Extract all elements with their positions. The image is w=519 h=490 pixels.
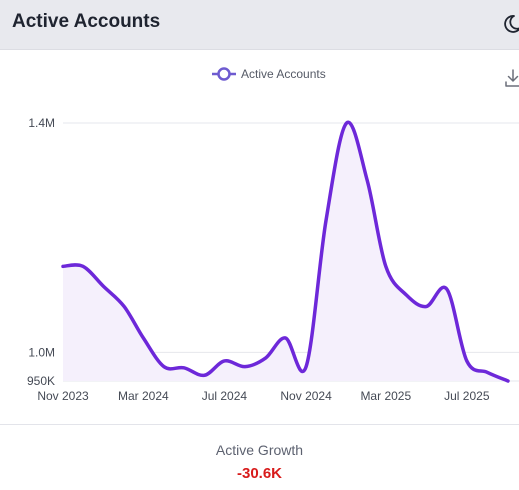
active-growth-value: -30.6K [236,465,283,482]
x-tick-label: Mar 2025 [360,389,411,403]
series-line [61,120,510,383]
x-tick-label: Mar 2024 [118,389,169,403]
page-header: Active Accounts [0,0,519,50]
x-tick-label: Jul 2024 [202,389,248,403]
moon-icon[interactable] [500,13,519,35]
y-tick-label: 1.0M [28,345,55,359]
active-growth-label: Active Growth [215,442,304,458]
line-chart: 950K 1.0M 1.4M Nov 2023 Mar 2024 Jul 2024 Nov … [27,116,519,403]
x-tick-label: Jul 2025 [444,389,490,403]
page-title: Active Accounts [12,11,161,32]
download-icon[interactable] [505,68,519,88]
series-area [63,122,508,381]
legend-marker-icon [212,67,236,81]
chart-legend[interactable]: Active Accounts [211,64,326,84]
x-tick-label: Nov 2024 [280,389,332,403]
legend-label: Active Accounts [241,67,326,81]
x-tick-label: Nov 2023 [37,389,89,403]
y-tick-label: 950K [27,374,55,388]
y-tick-label: 1.4M [28,116,55,130]
